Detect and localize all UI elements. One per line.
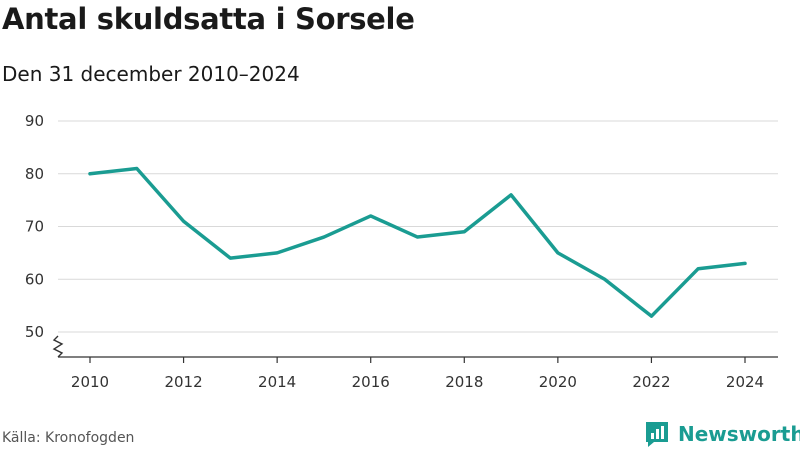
brand-name: Newsworthy	[678, 422, 800, 446]
y-tick-label-80: 80	[25, 165, 44, 183]
x-axis	[52, 335, 778, 363]
series-line-0	[88, 166, 747, 318]
x-tick-label-2018: 2018	[445, 373, 483, 391]
x-tick-label-2012: 2012	[164, 373, 202, 391]
x-tick-label-2010: 2010	[71, 373, 109, 391]
chart-title: Antal skuldsatta i Sorsele	[2, 2, 415, 36]
newsworthy-logo-icon	[646, 422, 668, 447]
x-tick-label-2016: 2016	[352, 373, 390, 391]
x-tick-label-2014: 2014	[258, 373, 296, 391]
series-layer	[88, 166, 747, 318]
grid-lines	[58, 120, 778, 333]
line-chart: 50 60 70 80 90 2010 2012 2014 2016 2018 2020 2022 20…	[25, 112, 778, 391]
x-tick-label-2020: 2020	[539, 373, 577, 391]
tick-labels: 50 60 70 80 90 2010 2012 2014 2016 2018 2020 2022 20…	[25, 112, 764, 391]
y-tick-label-90: 90	[25, 112, 44, 130]
axis-break-icon	[52, 335, 64, 358]
x-tick-label-2022: 2022	[632, 373, 670, 391]
y-tick-label-60: 60	[25, 270, 44, 288]
source-note: Källa: Kronofogden	[2, 430, 135, 446]
y-tick-label-50: 50	[25, 323, 44, 341]
y-tick-label-70: 70	[25, 218, 44, 236]
brand-logo[interactable]: Newsworthy	[644, 420, 800, 448]
chart-subtitle: Den 31 december 2010–2024	[2, 62, 300, 86]
x-tick-label-2024: 2024	[726, 373, 764, 391]
